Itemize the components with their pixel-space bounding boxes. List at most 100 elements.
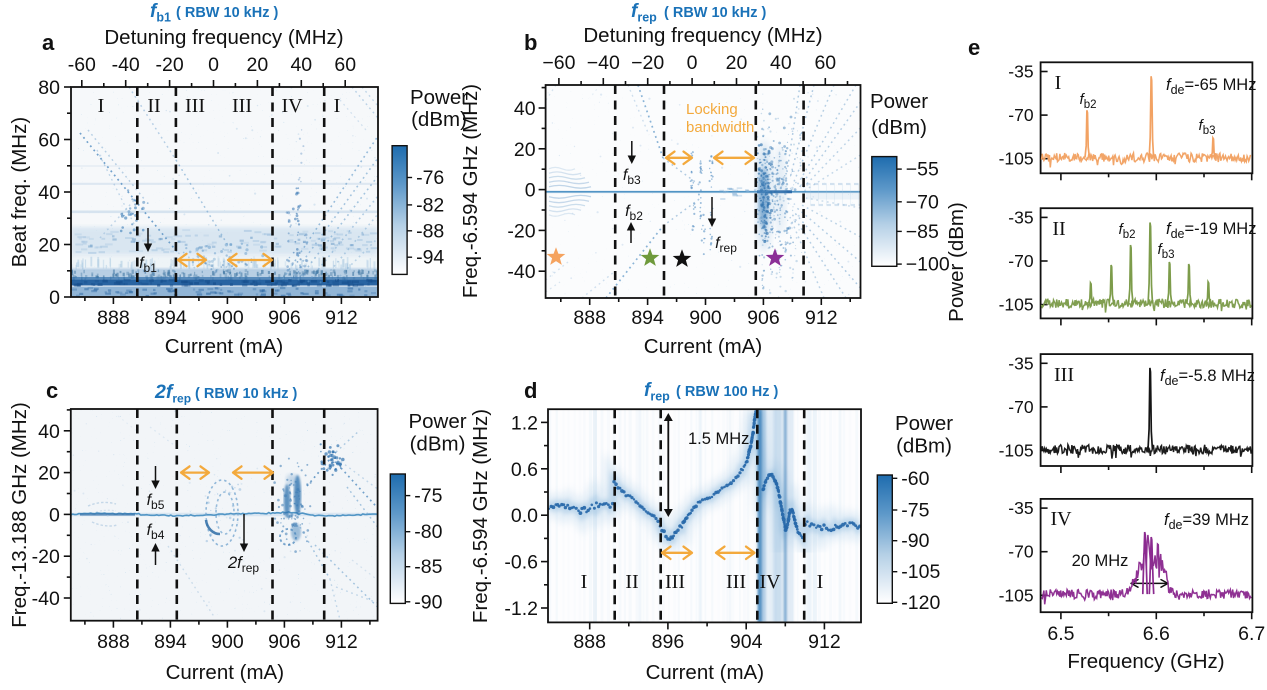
svg-text:0: 0: [49, 287, 60, 309]
svg-text:912: 912: [805, 307, 838, 329]
svg-text:III: III: [726, 571, 746, 593]
svg-text:−55: −55: [906, 159, 939, 181]
svg-text:-70: -70: [1008, 251, 1034, 271]
svg-text:-85: -85: [414, 556, 442, 578]
svg-text:fde=39 MHz: fde=39 MHz: [1164, 511, 1249, 532]
svg-text:III: III: [665, 571, 685, 593]
svg-text:894: 894: [154, 631, 187, 653]
svg-text:894: 894: [154, 307, 187, 329]
svg-text:-88: -88: [416, 220, 444, 242]
svg-text:906: 906: [268, 631, 301, 653]
svg-text:Power (dBm): Power (dBm): [945, 202, 968, 322]
svg-text:(dBm): (dBm): [411, 108, 467, 131]
svg-text:-75: -75: [901, 500, 929, 522]
svg-text:IV: IV: [759, 571, 781, 593]
svg-text:6.7: 6.7: [1238, 623, 1265, 645]
svg-text:-105: -105: [999, 585, 1034, 605]
svg-text:a: a: [42, 30, 55, 55]
svg-text:Freq.-6.594 GHz (MHz): Freq.-6.594 GHz (MHz): [469, 409, 492, 623]
svg-text:Frequency (GHz): Frequency (GHz): [1067, 650, 1224, 673]
svg-text:912: 912: [808, 631, 841, 653]
svg-text:20: 20: [247, 54, 269, 76]
svg-text:0.6: 0.6: [511, 459, 538, 481]
svg-text:20 MHz: 20 MHz: [1072, 552, 1129, 570]
svg-text:20: 20: [38, 463, 60, 485]
svg-text:Detuning frequency (MHz): Detuning frequency (MHz): [583, 24, 822, 47]
svg-text:40: 40: [514, 98, 536, 120]
svg-text:e: e: [968, 35, 980, 60]
svg-text:III: III: [185, 95, 205, 117]
svg-text:I: I: [98, 95, 105, 117]
svg-text:-120: -120: [901, 592, 940, 614]
svg-text:888: 888: [573, 631, 606, 653]
svg-text:I: I: [817, 571, 824, 593]
svg-text:-76: -76: [416, 167, 444, 189]
svg-text:888: 888: [97, 307, 130, 329]
svg-text:(dBm): (dBm): [896, 435, 952, 458]
svg-text:900: 900: [211, 631, 244, 653]
svg-text:-20: -20: [507, 220, 535, 242]
svg-text:-35: -35: [1008, 62, 1033, 82]
svg-text:-105: -105: [999, 295, 1034, 315]
svg-text:II: II: [625, 571, 638, 593]
svg-text:-40: -40: [112, 54, 140, 76]
svg-text:-60: -60: [901, 468, 929, 490]
svg-text:Power: Power: [410, 86, 468, 109]
svg-text:-90: -90: [414, 591, 442, 613]
svg-text:20: 20: [726, 52, 748, 74]
svg-text:888: 888: [97, 631, 130, 653]
svg-text:Detuning frequency (MHz): Detuning frequency (MHz): [104, 26, 343, 49]
svg-text:894: 894: [631, 307, 664, 329]
svg-text:-35: -35: [1008, 207, 1033, 227]
svg-text:-70: -70: [1008, 397, 1034, 417]
svg-text:-40: -40: [32, 588, 60, 610]
svg-text:1.2: 1.2: [511, 412, 538, 434]
svg-text:0: 0: [208, 54, 219, 76]
svg-text:−85: −85: [906, 221, 939, 243]
svg-text:Current (mA): Current (mA): [644, 335, 762, 358]
svg-text:−100: −100: [906, 254, 950, 276]
svg-text:-35: -35: [1008, 353, 1033, 373]
svg-text:Freq.-6.594 GHz (MHz): Freq.-6.594 GHz (MHz): [459, 84, 482, 298]
svg-text:0: 0: [525, 180, 536, 202]
svg-text:40: 40: [38, 421, 60, 443]
svg-text:IV: IV: [1050, 508, 1072, 530]
svg-text:904: 904: [730, 631, 763, 653]
svg-text:0: 0: [49, 504, 60, 526]
svg-text:-94: -94: [416, 247, 444, 269]
svg-text:-105: -105: [901, 561, 940, 583]
svg-text:Locking: Locking: [686, 101, 738, 118]
svg-text:-35: -35: [1008, 498, 1033, 518]
svg-text:-80: -80: [414, 521, 442, 543]
svg-text:bandwidth: bandwidth: [686, 119, 754, 136]
svg-text:−60: −60: [542, 52, 575, 74]
svg-text:Current (mA): Current (mA): [646, 661, 764, 684]
svg-text:40: 40: [38, 182, 60, 204]
svg-text:I: I: [334, 95, 341, 117]
svg-text:6.6: 6.6: [1143, 623, 1170, 645]
svg-text:Current (mA): Current (mA): [165, 335, 283, 358]
svg-text:1.5 MHz: 1.5 MHz: [688, 430, 749, 448]
svg-text:900: 900: [211, 307, 244, 329]
svg-text:20: 20: [514, 139, 536, 161]
svg-text:c: c: [46, 378, 58, 403]
svg-text:-20: -20: [32, 546, 60, 568]
svg-text:Beat freq. (MHz): Beat freq. (MHz): [8, 117, 31, 267]
svg-text:( RBW 10 kHz ): ( RBW 10 kHz ): [195, 386, 297, 402]
svg-text:900: 900: [689, 307, 722, 329]
svg-text:40: 40: [290, 54, 312, 76]
svg-text:−20: −20: [631, 52, 664, 74]
svg-text:Current (mA): Current (mA): [166, 661, 284, 684]
svg-text:912: 912: [325, 307, 358, 329]
svg-text:I: I: [581, 571, 588, 593]
svg-text:−40: −40: [587, 52, 620, 74]
svg-text:b: b: [524, 30, 537, 55]
svg-text:888: 888: [573, 307, 606, 329]
svg-text:-105: -105: [999, 441, 1034, 461]
svg-text:6.5: 6.5: [1047, 623, 1074, 645]
svg-text:0: 0: [687, 52, 698, 74]
svg-text:IV: IV: [281, 95, 303, 117]
svg-text:906: 906: [747, 307, 780, 329]
svg-text:III: III: [232, 95, 252, 117]
svg-text:( RBW 10 kHz ): ( RBW 10 kHz ): [176, 5, 278, 21]
